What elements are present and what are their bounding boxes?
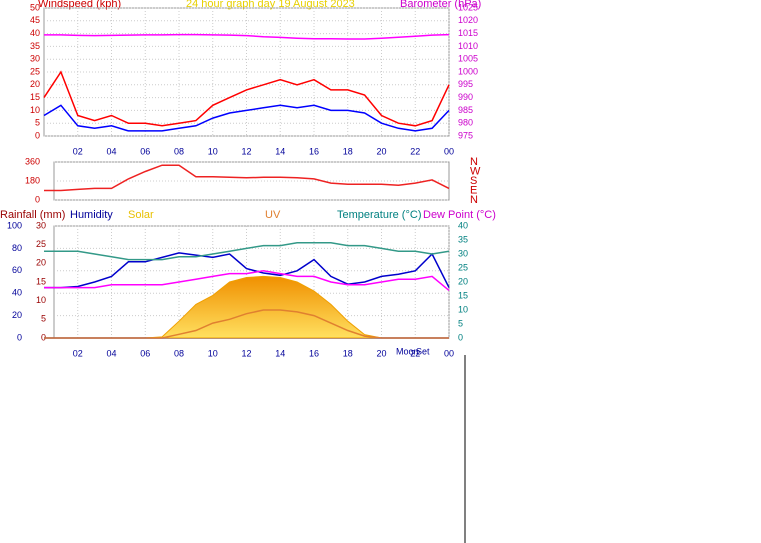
line xyxy=(44,270,450,291)
y2-tick-label: 10 xyxy=(458,304,468,314)
line xyxy=(44,309,449,339)
line xyxy=(44,252,450,289)
y2-tick-label: 1010 xyxy=(458,41,478,51)
x-tick-label: 18 xyxy=(343,146,353,156)
line xyxy=(43,104,450,132)
x-tick-label: 18 xyxy=(343,348,353,358)
y-tick-label: 360 xyxy=(25,156,40,166)
y2-tick-label: S xyxy=(470,175,477,187)
line xyxy=(43,70,450,127)
x-tick-label: 02 xyxy=(73,146,83,156)
legend-solar: Solar xyxy=(128,209,154,221)
y-tick-label: 0 xyxy=(17,332,22,342)
y2-tick-label: N xyxy=(470,194,478,206)
x-tick-label: 08 xyxy=(174,146,184,156)
y-tick-label: 45 xyxy=(30,15,40,25)
x-tick-label: 00 xyxy=(444,348,454,358)
x-tick-label: 12 xyxy=(241,348,251,358)
annotation: Moon xyxy=(396,346,419,356)
x-tick-label: 22 xyxy=(410,348,420,358)
x-tick-label: 20 xyxy=(376,146,386,156)
y-tick-label: 60 xyxy=(12,265,22,275)
y2-tick-label: 30 xyxy=(458,248,468,258)
x-tick-label: 04 xyxy=(106,146,116,156)
y-axis-label: Windspeed (kph) xyxy=(38,0,121,10)
y2-tick-label: 25 xyxy=(458,262,468,272)
y-tick-label: 0 xyxy=(35,130,40,140)
y-tick-label: 40 xyxy=(30,28,40,38)
y2-tick-label: 5 xyxy=(458,318,463,328)
line xyxy=(44,33,450,40)
x-tick-label: 06 xyxy=(140,348,150,358)
x-tick-label: 08 xyxy=(174,348,184,358)
x-tick-label: 00 xyxy=(444,146,454,156)
y-tick-label: 5 xyxy=(35,118,40,128)
y3-tick-label: 30 xyxy=(36,220,46,230)
legend-temperature: Temperature (°C) xyxy=(337,209,421,221)
line xyxy=(44,164,450,192)
x-tick-label: 14 xyxy=(275,348,285,358)
y2-tick-label: 15 xyxy=(458,290,468,300)
y2-tick-label: 1015 xyxy=(458,28,478,38)
y2-tick-label: 975 xyxy=(458,130,473,140)
line xyxy=(44,242,450,261)
y2-tick-label: 20 xyxy=(458,276,468,286)
chart-title: 24 hour graph day 19 August 2023 xyxy=(186,0,355,10)
y3-tick-label: 10 xyxy=(36,295,46,305)
x-tick-label: 16 xyxy=(309,348,319,358)
y3-tick-label: 20 xyxy=(36,258,46,268)
x-tick-label: 12 xyxy=(241,146,251,156)
y2-tick-label: 35 xyxy=(458,234,468,244)
y-tick-label: 15 xyxy=(30,92,40,102)
y-tick-label: 180 xyxy=(25,175,40,185)
y3-tick-label: 15 xyxy=(36,276,46,286)
y-tick-label: 40 xyxy=(12,288,22,298)
x-tick-label: 06 xyxy=(140,146,150,156)
y-tick-label: 35 xyxy=(30,41,40,51)
y2-tick-label: 980 xyxy=(458,118,473,128)
y2-tick-label: 1025 xyxy=(458,2,478,12)
y-tick-label: 80 xyxy=(12,243,22,253)
x-tick-label: 16 xyxy=(309,146,319,156)
y2-tick-label: 1020 xyxy=(458,15,478,25)
y-tick-label: 20 xyxy=(30,79,40,89)
legend-humidity: Humidity xyxy=(70,209,113,221)
y2-axis-label: Barometer (hPa) xyxy=(400,0,481,10)
y2-tick-label: 985 xyxy=(458,105,473,115)
y2-tick-label: 995 xyxy=(458,79,473,89)
y2-tick-label: 1000 xyxy=(458,66,478,76)
y2-tick-label: 0 xyxy=(458,332,463,342)
y-tick-label: 25 xyxy=(30,66,40,76)
y2-tick-label: 990 xyxy=(458,92,473,102)
legend-uv: UV xyxy=(265,209,281,221)
x-tick-label: 22 xyxy=(410,146,420,156)
annotation: Set xyxy=(416,346,430,356)
y3-tick-label: 5 xyxy=(41,314,46,324)
y2-tick-label: 40 xyxy=(458,220,468,230)
x-tick-label: 10 xyxy=(208,348,218,358)
y-tick-label: 20 xyxy=(12,310,22,320)
legend-dew-point: Dew Point (°C) xyxy=(423,209,496,221)
x-tick-label: 04 xyxy=(106,348,116,358)
y2-tick-label: N xyxy=(470,156,478,168)
y-tick-label: 50 xyxy=(30,2,40,12)
y2-tick-label: 1005 xyxy=(458,54,478,64)
y-tick-label: 100 xyxy=(7,220,22,230)
y3-tick-label: 0 xyxy=(41,332,46,342)
y-tick-label: 0 xyxy=(35,194,40,204)
x-tick-label: 14 xyxy=(275,146,285,156)
y2-tick-label: W xyxy=(470,165,481,177)
x-tick-label: 10 xyxy=(208,146,218,156)
x-tick-label: 20 xyxy=(376,348,386,358)
y2-tick-label: E xyxy=(470,184,477,196)
y-tick-label: 10 xyxy=(30,105,40,115)
y-tick-label: 30 xyxy=(30,54,40,64)
legend-rainfall: Rainfall (mm) xyxy=(0,209,65,221)
y3-tick-label: 25 xyxy=(36,239,46,249)
x-tick-label: 02 xyxy=(73,348,83,358)
